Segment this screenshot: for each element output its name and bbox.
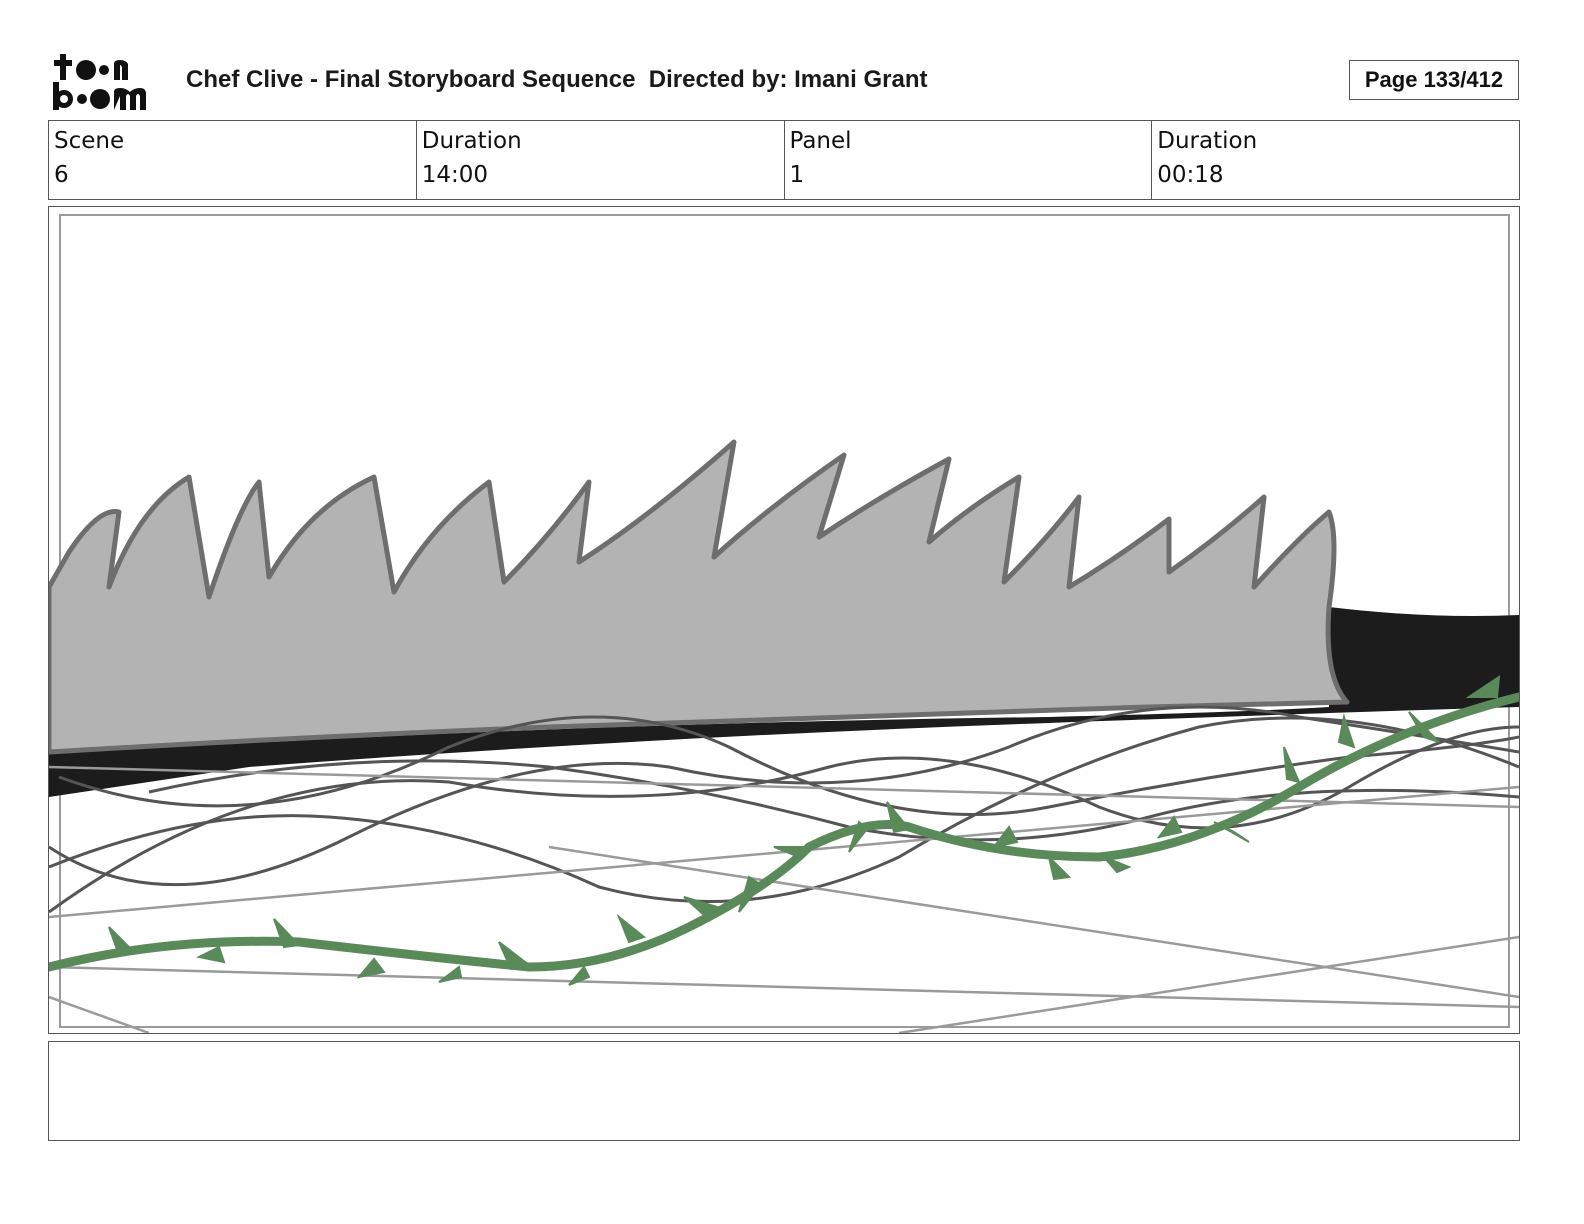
panel-drawing: [49, 214, 1519, 1033]
scene-duration-cell: Duration 14:00: [417, 121, 785, 199]
scene-duration-label: Duration: [421, 128, 522, 154]
storyboard-panel: [48, 206, 1520, 1034]
guide-line: [49, 965, 1519, 1009]
panel-cell: Panel 1: [785, 121, 1153, 199]
tangle-line: [49, 716, 1519, 903]
guide-line: [49, 995, 150, 1033]
guide-line: [548, 845, 1519, 999]
panel-duration-label: Duration: [1157, 128, 1258, 154]
panel-duration-value: 00:18: [1157, 162, 1224, 188]
panel-label: Panel: [789, 128, 852, 154]
page-indicator: Page 133/412: [1349, 60, 1519, 100]
storyboard-title: Chef Clive - Final Storyboard Sequence D…: [186, 66, 928, 93]
scene-duration-value: 14:00: [421, 162, 489, 188]
panel-duration-cell: Duration 00:18: [1152, 121, 1519, 199]
panel-notes-box: [48, 1041, 1520, 1141]
scene-info-table: Scene 6 Duration 14:00 Panel 1 Duration …: [48, 120, 1520, 200]
scene-cell: Scene 6: [49, 121, 417, 199]
tangle-line: [49, 725, 1519, 914]
guide-line: [898, 935, 1519, 1033]
grass-shape: [49, 439, 1350, 755]
toonboom-logo-icon: [53, 54, 146, 110]
thorny-vine: [49, 674, 1519, 986]
ground-band: [49, 607, 1519, 797]
scene-value: 6: [54, 162, 69, 188]
scene-label: Scene: [54, 128, 125, 154]
panel-value: 1: [789, 162, 805, 188]
